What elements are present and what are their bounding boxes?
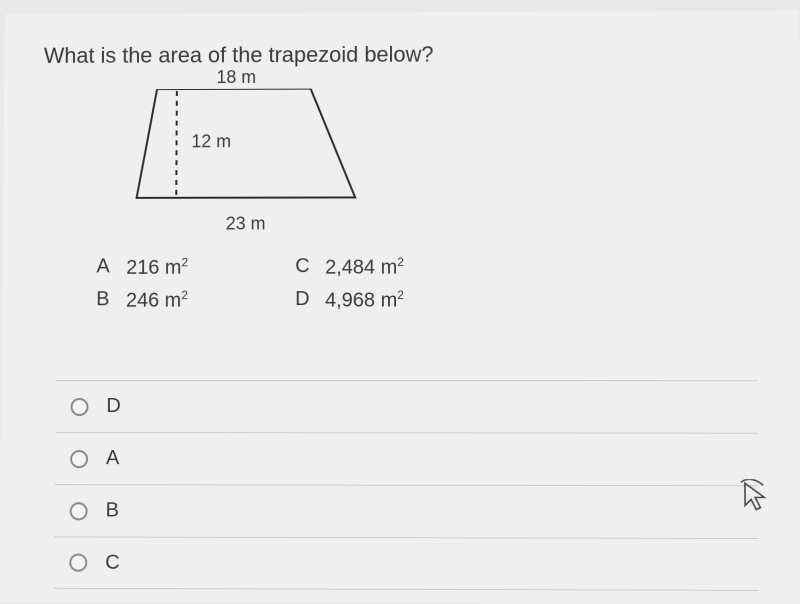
answer-value-b: 246 m2: [126, 288, 265, 313]
option-label: B: [106, 499, 119, 522]
option-row[interactable]: D: [55, 380, 757, 433]
radio-option-list: D A B C: [54, 380, 759, 591]
answer-letter-c: C: [295, 255, 325, 280]
question-text: What is the area of the trapezoid below?: [44, 42, 434, 69]
option-row[interactable]: C: [54, 536, 759, 590]
radio-button[interactable]: [71, 397, 89, 415]
answer-value-a: 216 m2: [126, 255, 265, 280]
answer-letter-a: A: [96, 255, 126, 280]
diagram-top-label: 18 m: [216, 67, 256, 88]
radio-button[interactable]: [69, 554, 87, 572]
worksheet-page: What is the area of the trapezoid below?…: [0, 11, 800, 604]
answer-choices: A 216 m2 C 2,484 m2 B 246 m2 D 4,968 m2: [96, 255, 404, 320]
answer-letter-b: B: [96, 288, 126, 313]
option-label: C: [105, 551, 120, 574]
option-row[interactable]: B: [55, 484, 759, 538]
option-label: A: [106, 447, 119, 470]
trapezoid-shape: [122, 88, 370, 207]
option-row[interactable]: A: [55, 432, 758, 485]
diagram-height-label: 12 m: [191, 131, 231, 152]
option-label: D: [106, 395, 121, 418]
answer-letter-d: D: [295, 288, 325, 313]
cursor-icon: [739, 479, 774, 514]
trapezoid-diagram: 18 m 12 m 23 m: [122, 67, 381, 236]
radio-button[interactable]: [70, 502, 88, 520]
diagram-bottom-label: 23 m: [226, 214, 266, 235]
answer-value-d: 4,968 m2: [325, 288, 404, 313]
answer-value-c: 2,484 m2: [325, 255, 404, 280]
radio-button[interactable]: [70, 450, 88, 468]
